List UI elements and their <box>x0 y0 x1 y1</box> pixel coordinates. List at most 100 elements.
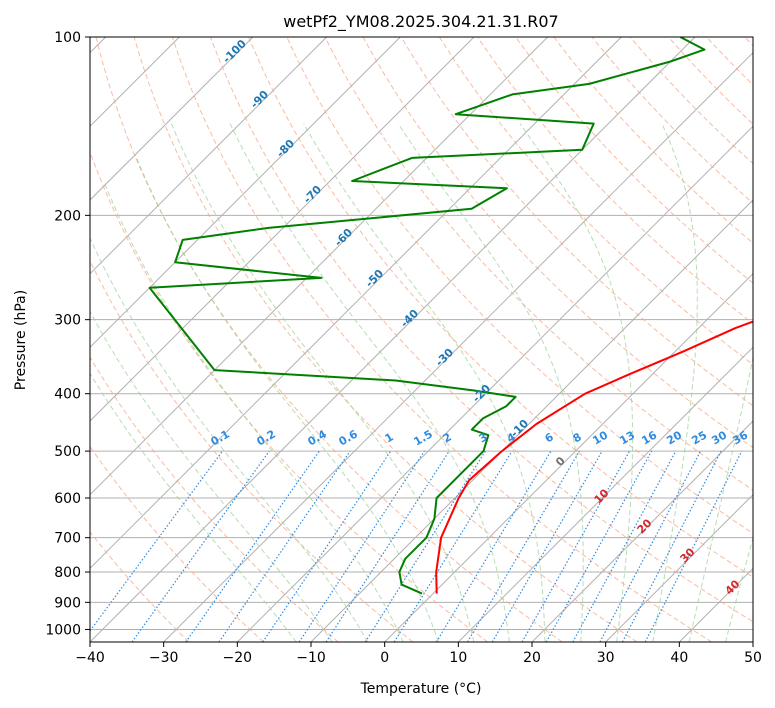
moist-adiabat-line <box>134 154 439 642</box>
mixing-ratio-line <box>262 450 392 642</box>
dry-adiabat-line <box>90 356 339 642</box>
dry-adiabat-line <box>133 37 638 642</box>
isotherm-line <box>90 37 549 496</box>
isotherm-line <box>310 199 753 642</box>
isotherm-line <box>90 37 622 570</box>
x-tick-label: −10 <box>296 650 326 666</box>
x-tick-label: 0 <box>380 650 389 666</box>
mixing-ratio-label: 1.5 <box>412 427 435 448</box>
y-axis-label: Pressure (hPa) <box>13 290 29 390</box>
isotherm-line <box>90 37 696 642</box>
dry-adiabat-line <box>515 37 753 284</box>
x-axis-label: Temperature (°C) <box>360 681 482 697</box>
y-tick-label: 500 <box>54 444 81 460</box>
moist-adiabat-line <box>519 123 634 642</box>
y-tick-label: 200 <box>54 208 81 224</box>
mixing-ratio-line <box>572 450 677 642</box>
moist-adiabat-label: 40 <box>723 577 743 597</box>
isotherm-line <box>605 493 753 642</box>
mixing-ratio-line <box>435 450 552 642</box>
dry-adiabat-line <box>400 37 753 407</box>
mixing-ratio-line <box>131 450 270 642</box>
dry-adiabat-line <box>210 37 753 623</box>
x-tick-label: −30 <box>149 650 179 666</box>
x-axis: −40 −30 −20 −10 0 10 20 30 40 50 <box>75 642 762 666</box>
dry-adiabat-label: -80 <box>274 137 297 160</box>
mixing-ratio-label: 25 <box>689 429 709 448</box>
y-axis: 100 200 300 400 500 600 700 800 900 1000 <box>45 30 90 638</box>
mixing-ratio-label: 1 <box>383 430 396 445</box>
moist-adiabat-line <box>688 355 753 642</box>
dry-adiabat-line <box>553 37 753 244</box>
moist-adiabat-label: 10 <box>592 486 612 506</box>
mixing-ratio-line <box>545 450 653 642</box>
dry-adiabat-line <box>286 37 753 534</box>
temperature-profile-line <box>435 320 753 594</box>
mixing-ratio-line <box>185 450 320 642</box>
isotherm-line <box>457 346 753 642</box>
dry-adiabat-line <box>90 150 488 642</box>
moist-adiabat-line <box>90 310 333 642</box>
x-tick-label: 10 <box>449 650 467 666</box>
y-tick-label: 900 <box>54 595 81 611</box>
moist-adiabat-line <box>103 182 404 642</box>
y-tick-label: 100 <box>54 30 81 46</box>
dry-adiabat-label: -30 <box>433 346 456 369</box>
moist-adiabat-label: 30 <box>678 545 698 565</box>
moist-adiabat-line <box>170 123 475 642</box>
mixing-ratio-line <box>218 450 351 642</box>
mixing-ratio-label: 13 <box>617 429 637 448</box>
mixing-ratio-label: 8 <box>571 430 584 445</box>
isotherm-line <box>236 125 753 642</box>
moist-adiabat-line <box>725 536 753 642</box>
isotherm-line <box>531 420 753 642</box>
dry-adiabat-line <box>171 37 712 642</box>
mixing-ratio-label: 0.1 <box>209 427 232 448</box>
isotherm-line <box>163 51 753 642</box>
y-tick-label: 1000 <box>45 622 81 638</box>
dry-adiabat-label: -50 <box>363 267 386 290</box>
dry-adiabat-line <box>324 37 753 491</box>
mixing-ratio-line <box>393 450 513 642</box>
moist-adiabat-label: 20 <box>635 516 655 536</box>
mixing-ratio-line <box>521 450 631 642</box>
mixing-ratio-line <box>325 450 450 642</box>
x-tick-label: 40 <box>670 650 688 666</box>
dry-adiabat-label: -40 <box>398 307 421 330</box>
y-tick-label: 800 <box>54 565 81 581</box>
moist-adiabat-line <box>90 236 369 642</box>
dry-adiabat-label: -90 <box>248 88 271 111</box>
moist-adiabat-line <box>303 123 546 642</box>
dry-adiabat-label: -60 <box>332 226 355 249</box>
dry-adiabat-line <box>362 37 753 449</box>
x-tick-label: −20 <box>223 650 253 666</box>
isotherm-line <box>90 37 328 275</box>
moist-adiabat-line <box>397 123 584 642</box>
mixing-ratio-label: 10 <box>590 428 610 447</box>
mixing-ratio-line <box>90 450 223 632</box>
chart-title: wetPf2_YM08.2025.304.21.31.R07 <box>283 12 558 32</box>
y-tick-label: 700 <box>54 531 81 547</box>
isotherm-line <box>90 37 254 201</box>
mixing-ratio-label: 30 <box>709 428 729 447</box>
moist-adiabat-line <box>229 123 510 642</box>
mixing-ratio-line <box>364 450 486 642</box>
mixing-ratio-label: 36 <box>730 428 750 447</box>
mixing-ratio-line <box>599 450 702 642</box>
isotherm-line <box>90 37 401 349</box>
dry-adiabat-label: -70 <box>301 183 324 206</box>
dry-adiabat-line <box>95 37 563 642</box>
y-tick-label: 400 <box>54 387 81 403</box>
x-tick-label: −40 <box>75 650 105 666</box>
x-tick-label: 50 <box>744 650 762 666</box>
mixing-ratio-label: 0.6 <box>337 427 361 448</box>
isotherm-line <box>384 272 753 642</box>
y-tick-label: 300 <box>54 313 81 329</box>
dry-adiabat-line <box>591 37 753 204</box>
dry-adiabat-line <box>438 37 753 366</box>
isotherm-line <box>752 641 753 642</box>
dry-adiabat-label: -100 <box>220 37 249 66</box>
dry-adiabat-line <box>90 531 190 642</box>
dry-adiabat-line <box>90 445 264 642</box>
